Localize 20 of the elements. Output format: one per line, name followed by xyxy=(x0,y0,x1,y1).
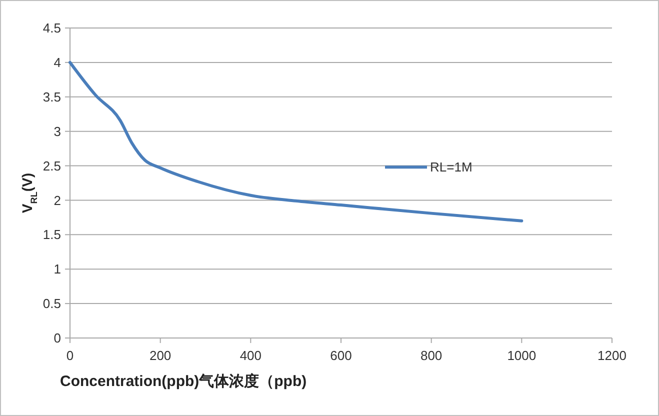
x-tick-label: 1000 xyxy=(507,348,536,363)
x-tick-label: 0 xyxy=(66,348,74,363)
y-tick-label: 4.5 xyxy=(42,20,61,36)
x-tick-label: 800 xyxy=(420,348,442,363)
y-tick-label: 0 xyxy=(54,330,61,346)
x-axis-title: Concentration(ppb)气体浓度（ppb) xyxy=(60,372,307,390)
x-tick-label: 400 xyxy=(240,348,262,363)
x-tick-label: 200 xyxy=(149,348,172,363)
line-series xyxy=(68,60,524,222)
y-tick-label: 3 xyxy=(54,124,61,139)
y-tick-label: 0.5 xyxy=(42,296,61,312)
x-tick-label: 1200 xyxy=(598,348,626,363)
x-tick-label: 600 xyxy=(330,348,352,363)
y-tick-label: 1.5 xyxy=(42,227,61,242)
y-tick-label: 2 xyxy=(54,192,61,208)
legend-label: RL=1M xyxy=(430,160,472,175)
y-tick-label: 4 xyxy=(54,54,61,70)
y-tick-label: 1 xyxy=(54,262,61,277)
y-tick-label: 3.5 xyxy=(42,89,61,104)
y-tick-label: 2.5 xyxy=(42,158,61,174)
